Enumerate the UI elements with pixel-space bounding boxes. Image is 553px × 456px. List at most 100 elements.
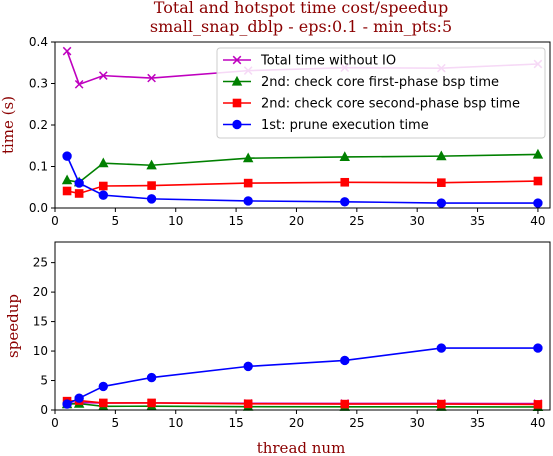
bottom-axes: 0 5 10 15 20 25 30 35 40 0 5 10 15 20 25 xyxy=(33,241,551,430)
top-x-tick-label-2: 10 xyxy=(168,214,183,228)
bottom-y-tick-label-0: 0 xyxy=(40,403,48,417)
top-x-tick-label-6: 30 xyxy=(410,214,425,228)
bottom-x-tick-label-7: 35 xyxy=(470,416,485,430)
bottom-point-2nd-check-core-second-phase-bsp-time-7 xyxy=(533,400,543,409)
top-point-1st-prune-execution-time-2 xyxy=(98,190,108,200)
top-series-1st-prune-execution-time xyxy=(62,151,543,208)
bottom-point-1st-prune-execution-time-7 xyxy=(533,343,543,353)
top-point-2nd-check-core-second-phase-bsp-time-4 xyxy=(243,178,253,188)
bottom-point-1st-prune-execution-time-5 xyxy=(340,355,350,366)
bottom-y-tick-label-3: 15 xyxy=(33,315,48,329)
top-point-total-time-without-io-2 xyxy=(98,71,108,80)
bottom-point-2nd-check-core-second-phase-bsp-time-2 xyxy=(98,398,108,408)
legend-entry-total-time-without-io: Total time without IO xyxy=(223,54,396,69)
bottom-x-tick-label-0: 0 xyxy=(51,416,59,430)
legend-marker-1st-prune-execution-time xyxy=(232,119,242,130)
top-x-tick-label-1: 5 xyxy=(112,214,120,228)
bottom-series-line-2nd-check-core-second-phase-bsp-time xyxy=(67,399,538,406)
bottom-x-tick-label-1: 5 xyxy=(112,416,120,430)
top-point-2nd-check-core-second-phase-bsp-time-7 xyxy=(533,176,543,186)
bottom-point-2nd-check-core-second-phase-bsp-time-6 xyxy=(437,399,446,409)
bottom-point-1st-prune-execution-time-1 xyxy=(74,393,84,403)
top-point-1st-prune-execution-time-3 xyxy=(146,194,157,204)
bottom-series-line-1st-prune-execution-time xyxy=(66,347,538,405)
bottom-series-1st-prune-execution-time xyxy=(62,343,543,409)
legend-entry-2nd-check-core-first-phase-bsp-time: 2nd: check core first-phase bsp time xyxy=(223,75,499,90)
top-point-1st-prune-execution-time-7 xyxy=(533,198,543,208)
bottom-y-tick-label-1: 5 xyxy=(40,374,48,388)
top-point-total-time-without-io-0 xyxy=(62,46,72,56)
top-series-line-1st-prune-execution-time xyxy=(66,155,538,204)
legend-marker-2nd-check-core-first-phase-bsp-time xyxy=(231,75,243,86)
bottom-point-2nd-check-core-second-phase-bsp-time-4 xyxy=(243,399,253,409)
top-point-2nd-check-core-second-phase-bsp-time-3 xyxy=(147,181,156,190)
top-point-2nd-check-core-first-phase-bsp-time-7 xyxy=(532,148,544,159)
bottom-x-tick-label-8: 40 xyxy=(530,416,545,430)
top-x-tick-label-4: 20 xyxy=(289,214,304,228)
top-point-2nd-check-core-first-phase-bsp-time-5 xyxy=(339,151,350,162)
legend-entry-1st-prune-execution-time: 1st: prune execution time xyxy=(223,118,429,133)
bottom-point-1st-prune-execution-time-2 xyxy=(98,381,108,392)
bottom-x-tick-label-4: 20 xyxy=(289,416,304,430)
chart-title: Total and hotspot time cost/speedup xyxy=(154,0,448,17)
top-point-1st-prune-execution-time-0 xyxy=(62,151,72,161)
bottom-point-1st-prune-execution-time-0 xyxy=(62,399,72,409)
top-y-axis-label: time (s) xyxy=(0,96,17,154)
top-point-2nd-check-core-first-phase-bsp-time-0 xyxy=(61,174,73,185)
top-series-2nd-check-core-second-phase-bsp-time xyxy=(62,176,543,198)
top-x-tick-label-3: 15 xyxy=(228,214,243,228)
top-point-total-time-without-io-0-stroke-b xyxy=(62,46,72,56)
bottom-point-1st-prune-execution-time-3 xyxy=(146,372,157,383)
legend-label-2nd-check-core-first-phase-bsp-time: 2nd: check core first-phase bsp time xyxy=(261,75,499,90)
top-x-tick-label-8: 40 xyxy=(530,214,545,228)
top-x-tick-label-5: 25 xyxy=(349,214,364,228)
top-point-2nd-check-core-first-phase-bsp-time-3 xyxy=(146,159,157,170)
bottom-axes-frame xyxy=(54,241,551,411)
bottom-x-tick-label-3: 15 xyxy=(228,416,243,430)
top-y-tick-label-3: 0.3 xyxy=(29,77,48,91)
top-point-1st-prune-execution-time-1 xyxy=(74,178,84,188)
top-y-tick-label-4: 0.4 xyxy=(29,35,48,49)
top-y-tick-label-2: 0.2 xyxy=(29,118,48,132)
top-point-total-time-without-io-1-stroke-b xyxy=(74,79,84,89)
bottom-x-axis-label: thread num xyxy=(257,439,346,456)
legend-marker-2nd-check-core-second-phase-bsp-time xyxy=(232,98,242,108)
legend-box xyxy=(216,47,546,139)
legend-label-1st-prune-execution-time: 1st: prune execution time xyxy=(261,118,429,133)
top-point-2nd-check-core-second-phase-bsp-time-5 xyxy=(340,177,350,187)
top-y-tick-label-0: 0.0 xyxy=(29,201,48,215)
bottom-point-1st-prune-execution-time-4 xyxy=(243,361,253,372)
top-point-2nd-check-core-second-phase-bsp-time-2 xyxy=(98,181,108,191)
bottom-y-tick-label-4: 20 xyxy=(33,285,48,299)
legend-entry-2nd-check-core-second-phase-bsp-time: 2nd: check core second-phase bsp time xyxy=(223,97,520,112)
top-point-2nd-check-core-second-phase-bsp-time-0 xyxy=(62,186,72,196)
top-point-2nd-check-core-second-phase-bsp-time-1 xyxy=(74,189,84,198)
top-x-tick-label-0: 0 xyxy=(51,214,59,228)
chart-subtitle: small_snap_dblp - eps:0.1 - min_pts:5 xyxy=(150,17,452,36)
legend-marker-total-time-without-io-stroke-b xyxy=(232,55,242,65)
top-point-2nd-check-core-first-phase-bsp-time-2 xyxy=(98,157,109,168)
top-point-total-time-without-io-3 xyxy=(147,73,156,83)
legend-label-total-time-without-io: Total time without IO xyxy=(260,54,396,69)
legend-marker-total-time-without-io xyxy=(232,55,242,65)
top-point-total-time-without-io-3-stroke-b xyxy=(147,73,156,83)
top-point-1st-prune-execution-time-4 xyxy=(243,196,253,206)
top-point-1st-prune-execution-time-5 xyxy=(340,197,350,207)
bottom-point-2nd-check-core-second-phase-bsp-time-3 xyxy=(147,398,156,408)
top-point-total-time-without-io-1 xyxy=(74,79,84,89)
bottom-x-tick-label-2: 10 xyxy=(168,416,183,430)
bottom-y-tick-label-2: 10 xyxy=(33,344,48,358)
top-series-2nd-check-core-first-phase-bsp-time xyxy=(61,148,544,187)
top-point-total-time-without-io-2-stroke-b xyxy=(98,71,108,80)
top-point-1st-prune-execution-time-6 xyxy=(436,198,447,208)
top-series-line-2nd-check-core-second-phase-bsp-time xyxy=(66,180,538,195)
bottom-x-tick-label-5: 25 xyxy=(349,416,364,430)
top-point-2nd-check-core-first-phase-bsp-time-4 xyxy=(242,152,254,163)
top-point-2nd-check-core-first-phase-bsp-time-6 xyxy=(436,150,447,161)
top-series-line-2nd-check-core-first-phase-bsp-time xyxy=(66,153,538,184)
top-y-tick-label-1: 0.1 xyxy=(29,160,48,174)
bottom-point-2nd-check-core-second-phase-bsp-time-5 xyxy=(340,399,350,409)
bottom-point-1st-prune-execution-time-6 xyxy=(436,343,447,353)
bottom-y-axis-label: speedup xyxy=(4,294,22,358)
